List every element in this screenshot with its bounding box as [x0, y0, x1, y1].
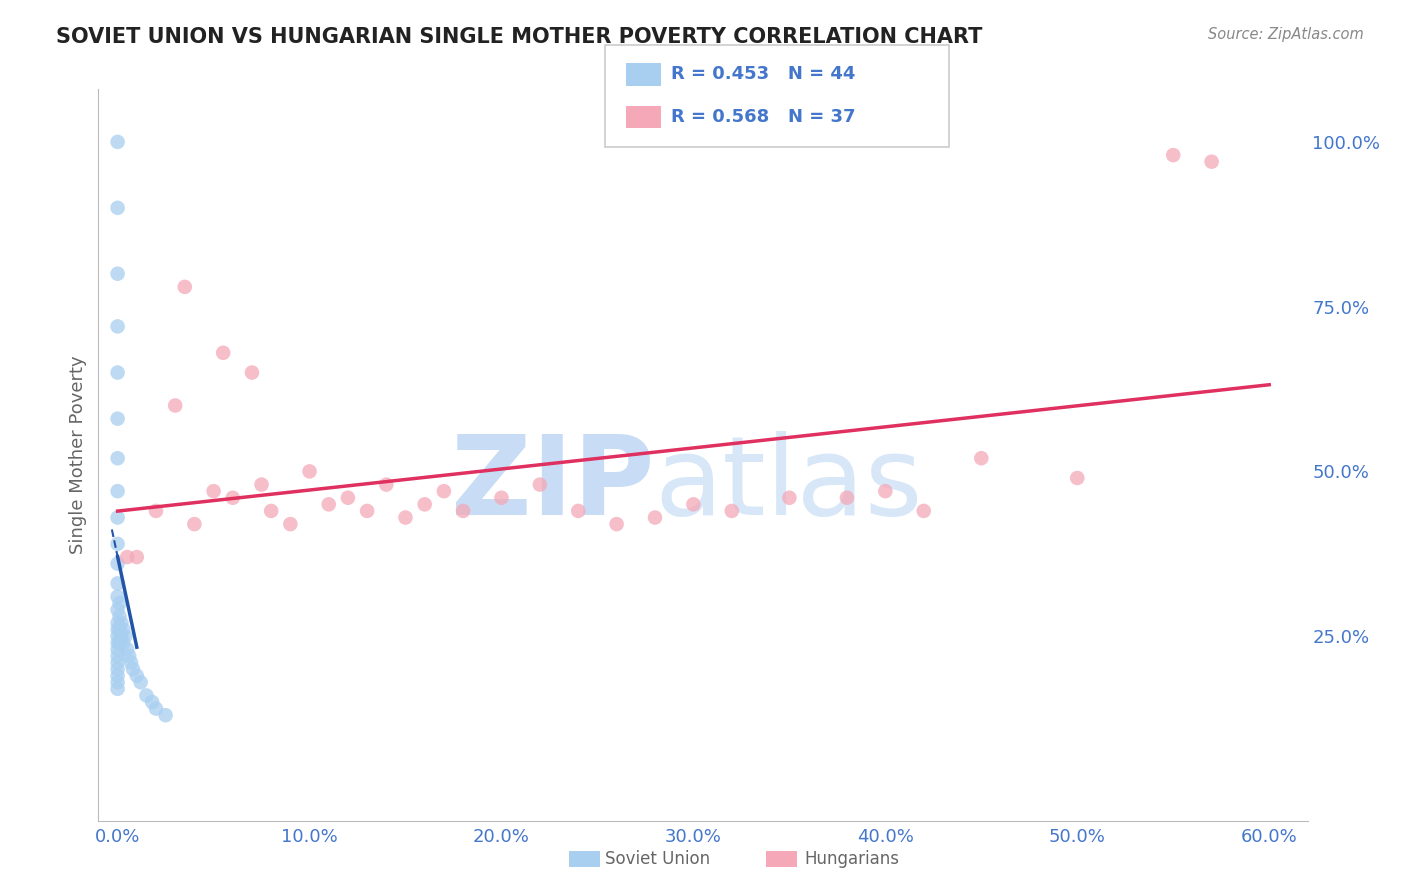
Point — [835, 491, 858, 505]
Point — [107, 267, 129, 281]
Point — [107, 135, 129, 149]
Point — [644, 510, 666, 524]
Point — [107, 366, 129, 380]
Point — [129, 675, 152, 690]
Text: Soviet Union: Soviet Union — [605, 850, 710, 868]
Point — [108, 596, 131, 610]
Point — [125, 550, 148, 565]
Point — [107, 510, 129, 524]
Point — [394, 510, 416, 524]
Point — [107, 484, 129, 499]
Point — [107, 675, 129, 690]
Point — [491, 491, 513, 505]
Point — [336, 491, 359, 505]
Point — [107, 451, 129, 466]
Point — [107, 537, 129, 551]
Point — [240, 366, 263, 380]
Point — [107, 319, 129, 334]
Point — [107, 642, 129, 657]
Point — [778, 491, 800, 505]
Point — [433, 484, 456, 499]
Point — [108, 609, 131, 624]
Point — [107, 648, 129, 663]
Point — [202, 484, 225, 499]
Point — [606, 517, 628, 532]
Point — [318, 497, 340, 511]
Point — [107, 557, 129, 571]
Point — [413, 497, 436, 511]
Point — [720, 504, 742, 518]
Point — [222, 491, 245, 505]
Point — [107, 603, 129, 617]
Point — [108, 636, 131, 650]
Point — [212, 345, 235, 359]
Point — [115, 642, 138, 657]
Point — [1201, 154, 1223, 169]
Point — [145, 701, 167, 715]
Point — [529, 477, 551, 491]
Text: ZIP: ZIP — [451, 431, 655, 538]
Point — [451, 504, 474, 518]
Point — [125, 668, 148, 682]
Point — [114, 629, 136, 643]
Point — [375, 477, 398, 491]
Point — [135, 689, 157, 703]
Text: SOVIET UNION VS HUNGARIAN SINGLE MOTHER POVERTY CORRELATION CHART: SOVIET UNION VS HUNGARIAN SINGLE MOTHER … — [56, 27, 983, 46]
Point — [107, 615, 129, 630]
Point — [107, 590, 129, 604]
Point — [165, 399, 187, 413]
Text: Source: ZipAtlas.com: Source: ZipAtlas.com — [1208, 27, 1364, 42]
Point — [280, 517, 302, 532]
Point — [107, 681, 129, 696]
Point — [250, 477, 273, 491]
Point — [356, 504, 378, 518]
Point — [145, 504, 167, 518]
Point — [118, 648, 141, 663]
Point — [141, 695, 163, 709]
Point — [682, 497, 704, 511]
Point — [110, 629, 132, 643]
Point — [122, 662, 145, 676]
Point — [1161, 148, 1184, 162]
Point — [107, 656, 129, 670]
Point — [112, 623, 135, 637]
Point — [183, 517, 205, 532]
Point — [1066, 471, 1088, 485]
Point — [110, 615, 132, 630]
Point — [298, 464, 321, 478]
Point — [260, 504, 283, 518]
Text: R = 0.453   N = 44: R = 0.453 N = 44 — [671, 65, 855, 83]
Point — [107, 636, 129, 650]
Point — [912, 504, 935, 518]
Point — [107, 201, 129, 215]
Point — [115, 550, 138, 565]
Point — [108, 623, 131, 637]
Point — [107, 668, 129, 682]
Point — [120, 656, 142, 670]
Point — [107, 629, 129, 643]
Point — [567, 504, 589, 518]
Point — [970, 451, 993, 466]
Point — [173, 280, 195, 294]
Point — [107, 576, 129, 591]
Text: atlas: atlas — [655, 431, 924, 538]
Y-axis label: Single Mother Poverty: Single Mother Poverty — [69, 356, 87, 554]
Point — [107, 623, 129, 637]
Point — [155, 708, 177, 723]
Text: Hungarians: Hungarians — [804, 850, 900, 868]
Point — [875, 484, 897, 499]
Point — [112, 636, 135, 650]
Text: R = 0.568   N = 37: R = 0.568 N = 37 — [671, 108, 855, 126]
Point — [107, 411, 129, 425]
Point — [107, 662, 129, 676]
